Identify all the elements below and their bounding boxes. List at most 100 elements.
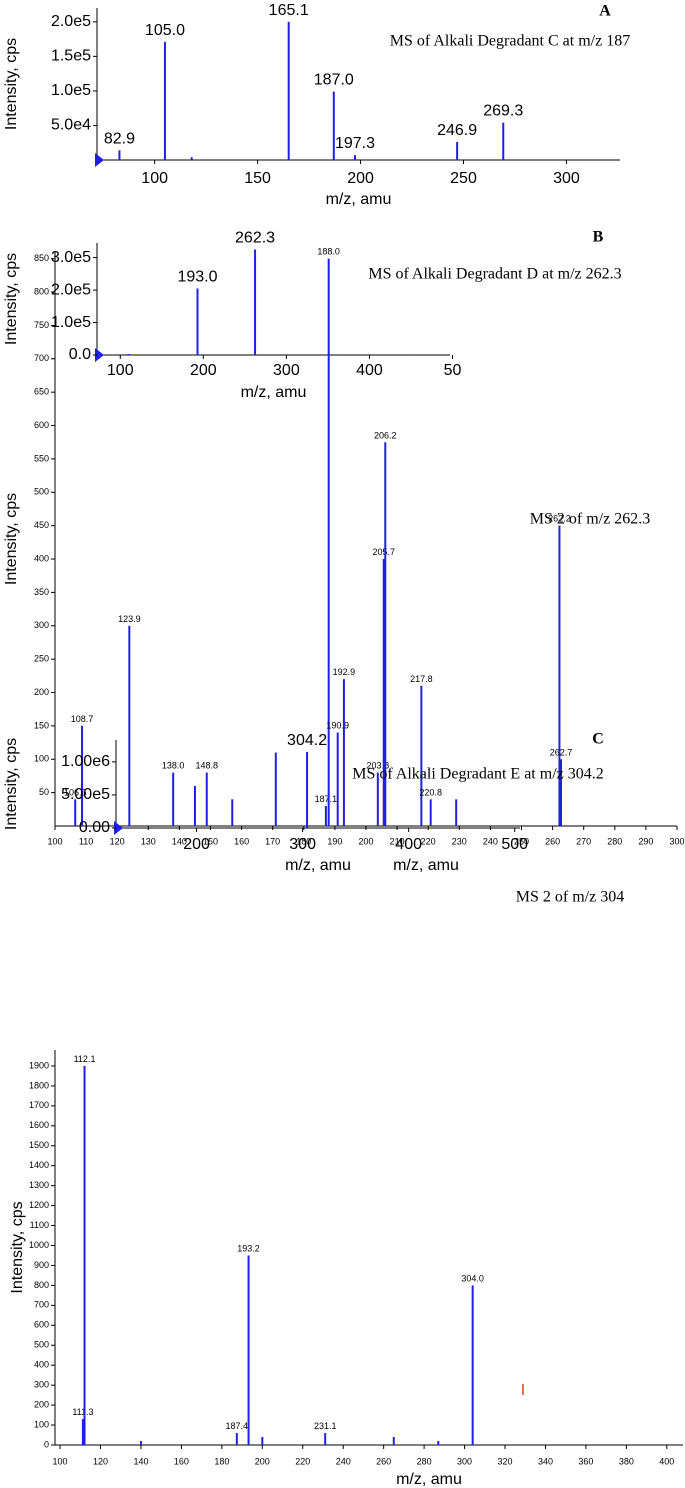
x-tick-label: 250 — [514, 836, 529, 846]
x-tick-label: 280 — [607, 836, 622, 846]
peak-label: 105.0 — [145, 22, 185, 39]
peak — [205, 772, 208, 826]
peak — [306, 751, 309, 828]
peak — [128, 625, 131, 826]
peak-label: 262.7 — [550, 747, 573, 757]
x-tick-label: 50 — [444, 362, 462, 379]
peak — [261, 1437, 264, 1445]
peak — [163, 41, 166, 160]
y-tick-label: 1000 — [29, 1240, 49, 1250]
peak-label: 269.3 — [483, 103, 523, 120]
y-tick-label: 600 — [34, 1320, 49, 1330]
x-tick-label: 210 — [390, 836, 405, 846]
y-tick-label: 5.0e4 — [51, 117, 91, 134]
x-tick-label: 180 — [214, 1456, 229, 1466]
peak-label: 203.8 — [367, 761, 390, 771]
y-tick-label: 500 — [34, 1340, 49, 1350]
x-tick-label: 150 — [203, 836, 218, 846]
peak-label: 197.3 — [335, 135, 375, 152]
peak — [324, 1433, 327, 1445]
x-tick-label: 240 — [483, 836, 498, 846]
x-tick-label: 280 — [417, 1456, 432, 1466]
peak — [336, 732, 339, 826]
y-tick-label: 1.00e6 — [61, 753, 110, 770]
y-tick-label: 1400 — [29, 1160, 49, 1170]
peak-label: 217.8 — [410, 674, 433, 684]
peak — [332, 91, 335, 160]
x-tick-label: 360 — [578, 1456, 593, 1466]
peak-label: 111.3 — [72, 1407, 93, 1417]
axis-marker — [95, 153, 104, 167]
y-tick-label: 1.0e5 — [51, 82, 91, 99]
peak-label: 165.1 — [269, 2, 309, 19]
y-tick-label: 200 — [34, 1399, 49, 1409]
x-tick-label: 200 — [347, 170, 374, 187]
peak — [420, 685, 423, 826]
y-tick-label: 300 — [34, 620, 49, 630]
y-tick-label: 250 — [34, 654, 49, 664]
peak-label: 193.2 — [237, 1244, 260, 1254]
caption: MS 2 of m/z 304 — [516, 889, 624, 906]
peak-label: 188.0 — [317, 247, 340, 257]
x-tick-label: 200 — [190, 362, 217, 379]
y-tick-label: 150 — [34, 720, 49, 730]
peak — [392, 1437, 395, 1445]
y-tick-label: 900 — [34, 1260, 49, 1270]
peak-label: 231.1 — [314, 1421, 337, 1431]
x-tick-label: 260 — [376, 1456, 391, 1466]
y-tick-label: 650 — [34, 387, 49, 397]
peak — [437, 1441, 440, 1445]
x-tick-label: 120 — [93, 1456, 108, 1466]
peak-label: 138.0 — [162, 761, 185, 771]
x-tick-label: 200 — [358, 836, 373, 846]
x-tick-label: 120 — [110, 836, 125, 846]
axis-marker — [95, 348, 104, 362]
x-axis-label: m/z, amu — [396, 1471, 462, 1488]
peak — [118, 150, 121, 160]
y-tick-label: 1500 — [29, 1140, 49, 1150]
y-tick-label: 1800 — [29, 1080, 49, 1090]
y-tick-label: 300 — [34, 1380, 49, 1390]
peak-label: 187.4 — [226, 1421, 249, 1431]
peak-label: 193.0 — [177, 268, 217, 285]
y-tick-label: 0.0 — [69, 346, 91, 363]
x-tick-label: 140 — [172, 836, 187, 846]
peak — [81, 725, 84, 826]
y-tick-label: 550 — [34, 453, 49, 463]
peak — [456, 142, 459, 160]
y-tick-label: 1700 — [29, 1100, 49, 1110]
x-tick-label: 170 — [265, 836, 280, 846]
x-tick-label: 100 — [141, 170, 168, 187]
peak-label: 190.9 — [326, 721, 349, 731]
peak — [384, 442, 387, 826]
x-tick-label: 230 — [452, 836, 467, 846]
x-tick-label: 320 — [498, 1456, 513, 1466]
x-tick-label: 500 — [501, 836, 528, 853]
y-tick-label: 800 — [34, 1280, 49, 1290]
peak — [127, 354, 130, 355]
y-tick-label: 100 — [34, 754, 49, 764]
x-tick-label: 200 — [255, 1456, 270, 1466]
peak — [139, 1441, 142, 1445]
peak — [327, 258, 330, 826]
x-tick-label: 300 — [553, 170, 580, 187]
y-tick-label: 700 — [34, 353, 49, 363]
y-tick-label: 5.00e5 — [61, 786, 110, 803]
peak-label: 262.3 — [235, 230, 275, 247]
x-tick-label: 160 — [234, 836, 249, 846]
y-tick-label: 0 — [44, 1439, 49, 1449]
x-tick-label: 270 — [576, 836, 591, 846]
peak — [81, 1419, 84, 1445]
peak — [342, 679, 345, 826]
peak-label: 304.2 — [287, 732, 327, 749]
caption: MS of Alkali Degradant D at m/z 262.3 — [368, 266, 621, 283]
y-tick-label: 2.0e5 — [51, 13, 91, 30]
x-tick-label: 100 — [53, 1456, 68, 1466]
peak — [287, 21, 290, 161]
peak — [231, 799, 234, 826]
peak — [193, 785, 196, 826]
y-tick-label: 450 — [34, 520, 49, 530]
y-tick-label: 400 — [34, 553, 49, 563]
y-axis-label: Intensity, cps — [9, 1201, 26, 1293]
x-tick-label: 250 — [450, 170, 477, 187]
